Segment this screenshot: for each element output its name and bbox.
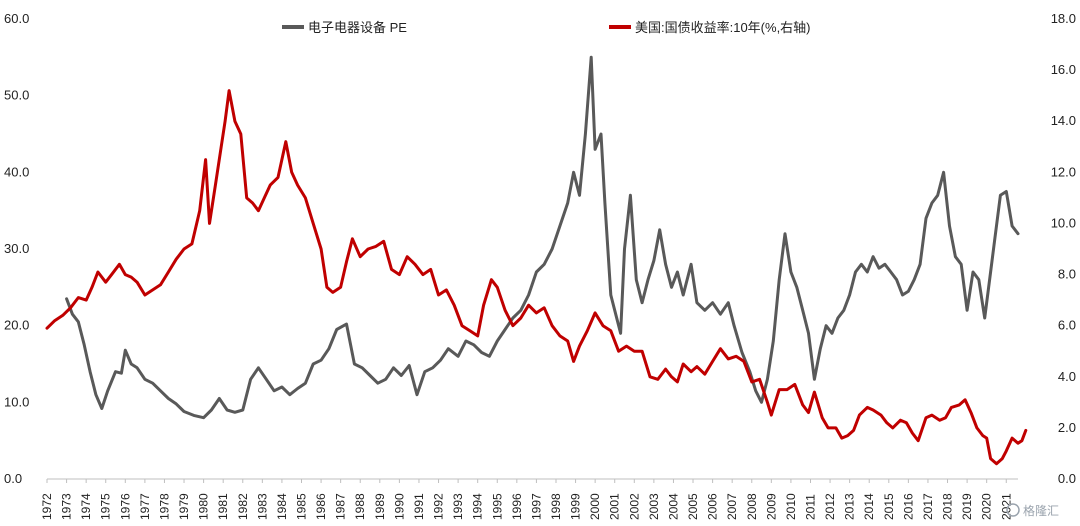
- x-tick-label: 2006: [706, 493, 720, 520]
- x-tick-label: 1998: [549, 493, 563, 520]
- chart-series: [45, 55, 1028, 466]
- x-tick-label: 2005: [686, 493, 700, 520]
- x-tick-label: 2012: [823, 493, 837, 520]
- y-left-tick-label: 30.0: [4, 241, 29, 256]
- y-right-tick-label: 4.0: [1058, 369, 1076, 384]
- x-tick-label: 1989: [373, 493, 387, 520]
- x-tick-label: 1974: [79, 493, 93, 520]
- watermark-text: 格隆汇: [1023, 503, 1059, 518]
- x-tick-label: 1980: [197, 493, 211, 520]
- x-tick-label: 1975: [99, 493, 113, 520]
- x-tick-label: 2008: [745, 493, 759, 520]
- x-tick-label: 2010: [784, 493, 798, 520]
- x-tick-label: 2000: [588, 493, 602, 520]
- x-tick-label: 1996: [510, 493, 524, 520]
- y-left-tick-label: 40.0: [4, 164, 29, 179]
- x-tick-label: 1987: [334, 493, 348, 520]
- x-tick-label: 2018: [941, 493, 955, 520]
- y-left-tick-label: 50.0: [4, 88, 29, 103]
- x-tick-label: 2017: [921, 493, 935, 520]
- x-tick-label: 1984: [275, 493, 289, 520]
- x-tick-label: 2002: [627, 493, 641, 520]
- x-tick-label: 1990: [392, 493, 406, 520]
- x-tick-label: 2011: [803, 494, 817, 520]
- x-tick-label: 1988: [353, 493, 367, 520]
- x-tick-label: 1978: [157, 493, 171, 520]
- x-tick-label: 2001: [608, 493, 622, 520]
- x-tick-label: 2007: [725, 493, 739, 520]
- legend-label: 美国:国债收益率:10年(%,右轴): [635, 20, 811, 35]
- x-tick-label: 1993: [451, 493, 465, 520]
- x-tick-label: 1995: [490, 493, 504, 520]
- y-right-tick-label: 8.0: [1058, 267, 1076, 282]
- x-tick-label: 1992: [432, 493, 446, 520]
- x-tick-label: 1982: [236, 493, 250, 520]
- series-line-electronics-pe: [65, 55, 1020, 420]
- x-tick-label: 1983: [255, 493, 269, 520]
- x-tick-label: 1999: [569, 493, 583, 520]
- y-right-tick-label: 12.0: [1051, 164, 1076, 179]
- y-right-tick-label: 6.0: [1058, 318, 1076, 333]
- x-tick-label: 2013: [843, 493, 857, 520]
- x-tick-label: 2021: [999, 493, 1013, 520]
- x-tick-label: 1997: [529, 493, 543, 520]
- chart-axes: 0.0 10.0 20.0 30.0 40.0 50.0 60.0 0.0 2.0 4.0 6.0 8…: [4, 11, 1076, 520]
- x-tick-label: 1985: [294, 493, 308, 520]
- chart-legend: 电子电器设备 PE 美国:国债收益率:10年(%,右轴): [282, 20, 811, 35]
- y-right-tick-label: 14.0: [1051, 113, 1076, 128]
- legend-label: 电子电器设备 PE: [308, 20, 407, 35]
- y-right-tick-label: 0.0: [1058, 471, 1076, 486]
- x-tick-label: 2020: [980, 493, 994, 520]
- x-tick-label: 2019: [960, 493, 974, 520]
- x-tick-label: 2015: [882, 493, 896, 520]
- x-tick-label: 1994: [471, 493, 485, 520]
- x-tick-label: 2016: [901, 493, 915, 520]
- y-left-tick-label: 60.0: [4, 11, 29, 26]
- y-right-tick-label: 10.0: [1051, 215, 1076, 230]
- x-tick-label: 1972: [40, 493, 54, 520]
- y-right-tick-label: 18.0: [1051, 11, 1076, 26]
- y-left-tick-label: 0.0: [4, 471, 22, 486]
- x-tick-label: 1976: [118, 493, 132, 520]
- x-tick-label: 1981: [216, 493, 230, 520]
- x-tick-label: 2009: [764, 493, 778, 520]
- y-right-tick-label: 16.0: [1051, 62, 1076, 77]
- watermark: 格隆汇: [1006, 503, 1059, 518]
- watermark-logo-icon: [1006, 503, 1020, 517]
- x-tick-label: 2004: [666, 493, 680, 520]
- y-right-tick-label: 2.0: [1058, 420, 1076, 435]
- x-tick-label: 1979: [177, 493, 191, 520]
- y-left-tick-label: 10.0: [4, 394, 29, 409]
- x-tick-label: 2003: [647, 493, 661, 520]
- y-left-tick-label: 20.0: [4, 318, 29, 333]
- series-line-treasury-yield: [45, 89, 1028, 466]
- x-tick-label: 1986: [314, 493, 328, 520]
- x-tick-label: 1991: [412, 493, 426, 520]
- x-tick-label: 2014: [862, 493, 876, 520]
- x-tick-label: 1973: [60, 493, 74, 520]
- x-tick-label: 1977: [138, 493, 152, 520]
